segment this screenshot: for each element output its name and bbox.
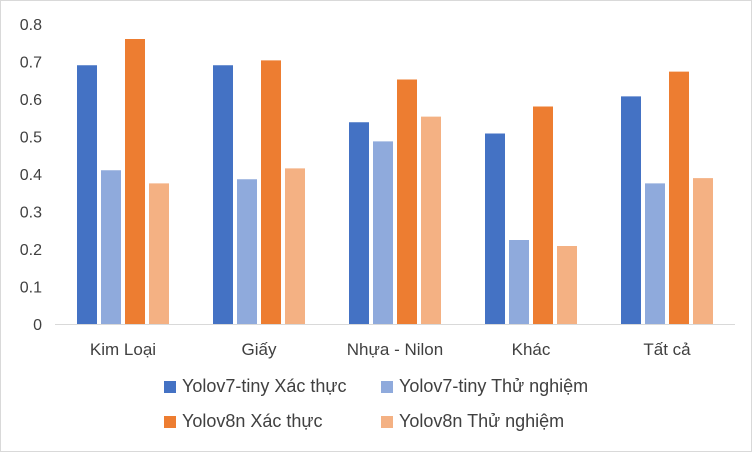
bar — [101, 170, 121, 324]
bar — [397, 79, 417, 324]
bar — [261, 60, 281, 324]
x-axis-ticks: Kim Loại Giấy Nhựa - Nilon Khác Tất cả — [90, 340, 691, 359]
y-tick-label: 0.6 — [20, 92, 42, 109]
bar — [237, 179, 257, 324]
bar — [373, 141, 393, 324]
bar — [693, 178, 713, 324]
y-axis-ticks: 0 0.1 0.2 0.3 0.4 0.5 0.6 0.7 0.8 — [20, 17, 42, 334]
y-tick-label: 0 — [33, 317, 42, 334]
bar — [213, 65, 233, 324]
bar — [285, 168, 305, 324]
y-tick-label: 0.7 — [20, 55, 42, 72]
bars — [77, 39, 713, 324]
x-tick-label: Tất cả — [643, 340, 691, 359]
y-tick-label: 0.4 — [20, 167, 42, 184]
bar — [421, 116, 441, 324]
bar — [77, 65, 97, 324]
x-tick-label: Kim Loại — [90, 340, 156, 359]
bar — [533, 106, 553, 324]
x-tick-label: Giấy — [242, 340, 277, 359]
bar — [645, 183, 665, 324]
x-tick-label: Nhựa - Nilon — [347, 340, 443, 359]
y-tick-label: 0.8 — [20, 17, 42, 34]
bar — [557, 246, 577, 324]
bar — [485, 133, 505, 324]
bar — [349, 122, 369, 324]
y-tick-label: 0.2 — [20, 242, 42, 259]
bar — [621, 96, 641, 324]
y-tick-label: 0.5 — [20, 130, 42, 147]
y-tick-label: 0.1 — [20, 280, 42, 297]
bar — [125, 39, 145, 324]
bar — [149, 183, 169, 324]
bar — [509, 240, 529, 324]
bar — [669, 71, 689, 324]
x-tick-label: Khác — [512, 340, 551, 359]
y-tick-label: 0.3 — [20, 205, 42, 222]
